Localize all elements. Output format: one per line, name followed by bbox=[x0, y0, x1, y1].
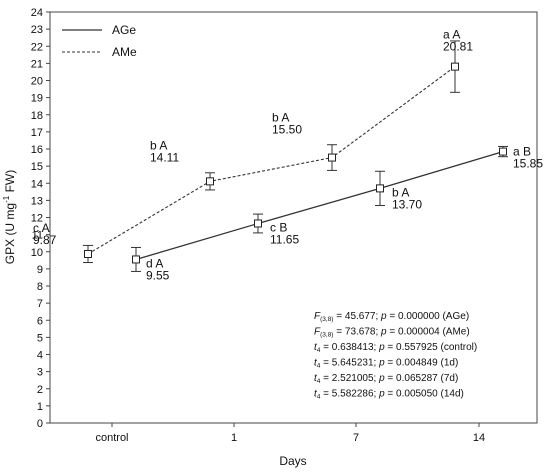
statistics-annotation: F(3,8) = 45.677; p = 0.000000 (AGe) F(3,8… bbox=[314, 311, 477, 401]
y-tick-label: 13 bbox=[31, 195, 43, 207]
data-point-age bbox=[132, 255, 140, 264]
x-tick-label: 7 bbox=[353, 432, 359, 444]
y-tick-label: 3 bbox=[37, 367, 43, 379]
group-letters-label: c A bbox=[33, 221, 50, 235]
series-layer bbox=[83, 40, 508, 272]
group-letters-label: a A bbox=[443, 28, 460, 42]
data-labels: d A9.55c B11.65b A13.70a B15.85c A9.87b … bbox=[33, 28, 543, 283]
y-tick-label: 8 bbox=[37, 281, 43, 293]
plot-frame bbox=[49, 11, 538, 424]
data-point-ame bbox=[84, 249, 92, 258]
y-tick-label: 18 bbox=[31, 110, 43, 122]
y-axis-title: GPX (U mg-1 FW) bbox=[2, 170, 17, 264]
y-tick-label: 10 bbox=[31, 247, 43, 259]
stat-line: t4 = 2.521005; p = 0.065287 (7d) bbox=[314, 373, 458, 385]
data-point-ame bbox=[206, 177, 214, 186]
series-line-ame bbox=[87, 66, 456, 255]
y-tick-label: 7 bbox=[37, 298, 43, 310]
y-tick-label: 16 bbox=[31, 144, 43, 156]
y-tick-label: 6 bbox=[37, 315, 43, 327]
y-tick-label: 15 bbox=[31, 161, 43, 173]
y-tick-label: 22 bbox=[31, 41, 43, 53]
x-tick-label: 1 bbox=[231, 432, 237, 444]
stat-line: t4 = 5.645231; p = 0.004849 (1d) bbox=[314, 358, 458, 370]
value-label: 9.55 bbox=[146, 268, 170, 282]
series-line-age bbox=[135, 150, 504, 261]
value-label: 11.65 bbox=[270, 232, 299, 246]
data-point-ame bbox=[328, 153, 336, 162]
stat-line: t4 = 0.638413; p = 0.557925 (control) bbox=[314, 342, 477, 354]
value-label: 15.50 bbox=[272, 123, 302, 137]
group-letters-label: c B bbox=[270, 220, 287, 234]
x-axis: control 1 7 14 bbox=[95, 423, 485, 444]
data-point-age bbox=[376, 184, 384, 193]
y-tick-label: 1 bbox=[37, 401, 43, 413]
legend: AGe AMe bbox=[62, 23, 137, 59]
group-letters-label: b A bbox=[150, 138, 167, 152]
value-label: 9.87 bbox=[33, 233, 57, 247]
y-tick-label: 23 bbox=[31, 24, 43, 36]
y-tick-label: 24 bbox=[31, 7, 43, 19]
y-tick-label: 21 bbox=[31, 58, 43, 70]
value-label: 13.70 bbox=[392, 197, 422, 211]
y-tick-label: 0 bbox=[37, 418, 43, 430]
y-tick-label: 9 bbox=[37, 264, 43, 276]
y-tick-label: 11 bbox=[32, 230, 43, 242]
data-point-ame bbox=[451, 62, 459, 71]
legend-label-ame: AMe bbox=[112, 45, 137, 59]
value-label: 15.85 bbox=[513, 157, 543, 171]
y-tick-label: 2 bbox=[37, 384, 43, 396]
legend-label-age: AGe bbox=[112, 23, 136, 37]
y-tick-label: 17 bbox=[31, 127, 43, 139]
stat-line: t4 = 5.582286; p = 0.005050 (14d) bbox=[314, 389, 464, 401]
y-tick-label: 20 bbox=[31, 76, 43, 88]
stat-line: F(3,8) = 73.678; p = 0.000004 (AMe) bbox=[314, 327, 470, 339]
y-tick-label: 12 bbox=[31, 213, 43, 225]
y-tick-label: 5 bbox=[37, 332, 43, 344]
data-point-age bbox=[499, 147, 507, 156]
y-tick-label: 14 bbox=[31, 178, 43, 190]
y-tick-label: 19 bbox=[31, 93, 43, 105]
data-point-age bbox=[254, 219, 262, 228]
value-label: 20.81 bbox=[443, 40, 473, 54]
x-tick-label: 14 bbox=[473, 432, 485, 444]
group-letters-label: b A bbox=[272, 111, 289, 125]
group-letters-label: b A bbox=[392, 185, 409, 199]
x-axis-title: Days bbox=[279, 454, 306, 468]
x-tick-label: control bbox=[95, 432, 128, 444]
group-letters-label: a B bbox=[513, 145, 531, 159]
group-letters-label: d A bbox=[146, 256, 163, 270]
y-tick-label: 4 bbox=[37, 350, 43, 362]
stat-line: F(3,8) = 45.677; p = 0.000000 (AGe) bbox=[314, 311, 469, 323]
value-label: 14.11 bbox=[150, 150, 179, 164]
